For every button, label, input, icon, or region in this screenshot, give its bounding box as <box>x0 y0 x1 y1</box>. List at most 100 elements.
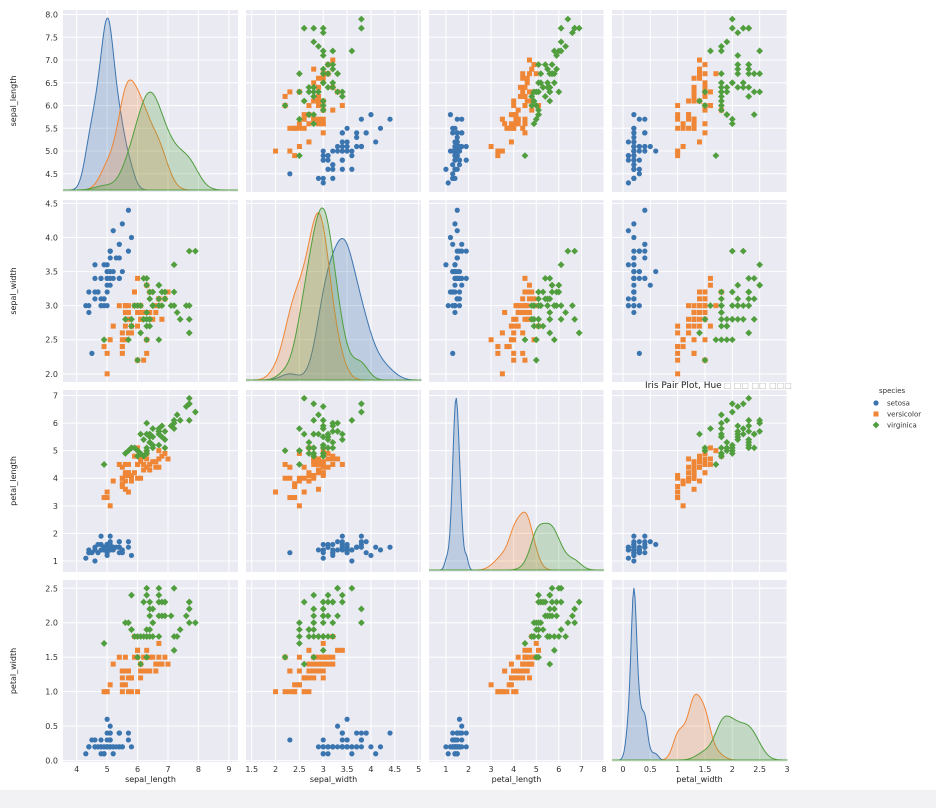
point-versicolor <box>680 144 686 149</box>
point-virginica <box>739 315 747 323</box>
point-virginica <box>734 70 742 78</box>
point-virginica <box>319 633 327 640</box>
point-versicolor <box>686 116 692 122</box>
point-versicolor <box>135 647 141 653</box>
point-virginica <box>131 444 138 452</box>
point-versicolor <box>686 303 692 309</box>
point-virginica <box>143 309 151 316</box>
point-virginica <box>319 403 327 410</box>
point-virginica <box>161 436 169 444</box>
point-versicolor <box>296 503 302 509</box>
panel-sepal_length-vs-sepal_length <box>63 10 238 192</box>
point-versicolor <box>675 112 681 118</box>
point-virginica <box>756 88 764 96</box>
point-versicolor <box>104 489 110 495</box>
point-virginica <box>717 288 725 296</box>
y-tick-label: 6.0 <box>45 102 58 111</box>
point-virginica <box>348 416 356 424</box>
point-virginica <box>541 295 549 303</box>
point-versicolor <box>320 668 326 674</box>
point-versicolor <box>702 470 708 476</box>
point-virginica <box>728 441 736 449</box>
point-virginica <box>550 336 558 344</box>
point-setosa <box>625 303 632 309</box>
point-setosa <box>631 234 637 241</box>
point-virginica <box>128 315 135 323</box>
point-virginica <box>324 598 332 606</box>
point-versicolor <box>128 689 134 695</box>
point-setosa <box>104 737 110 743</box>
point-setosa <box>116 275 122 281</box>
x-axis-label-petal_width: petal_width <box>676 775 722 784</box>
point-versicolor <box>138 456 144 462</box>
point-virginica <box>557 315 565 323</box>
point-virginica <box>532 88 540 96</box>
point-setosa <box>358 143 364 150</box>
point-virginica <box>149 619 157 627</box>
point-setosa <box>450 162 456 168</box>
point-virginica <box>149 441 157 449</box>
point-setosa <box>104 289 110 295</box>
point-virginica <box>571 619 579 627</box>
point-versicolor <box>301 489 307 495</box>
point-virginica <box>324 591 332 599</box>
point-virginica <box>324 61 332 68</box>
point-setosa <box>452 737 458 743</box>
point-setosa <box>636 157 642 163</box>
point-virginica <box>745 274 753 282</box>
point-setosa <box>354 134 360 140</box>
point-versicolor <box>119 668 125 674</box>
point-setosa <box>92 558 98 564</box>
point-versicolor <box>138 475 144 481</box>
point-setosa <box>320 157 326 163</box>
point-setosa <box>642 207 648 213</box>
point-virginica <box>158 433 166 441</box>
point-virginica <box>745 24 753 32</box>
point-virginica <box>555 88 563 96</box>
point-virginica <box>717 88 725 96</box>
point-setosa <box>452 744 458 750</box>
pair-plot: 4 5 6 7 8 9 sepal_length 1.5 2 2.5 3 3.5 4 4.5 5 sepal_… <box>9 10 921 784</box>
point-virginica <box>305 438 313 446</box>
point-virginica <box>348 584 356 592</box>
y-axis-label-sepal_width: sepal_width <box>9 267 18 314</box>
point-versicolor <box>697 289 702 295</box>
point-virginica <box>134 356 141 364</box>
point-virginica <box>717 102 725 109</box>
point-virginica <box>717 79 725 87</box>
point-virginica <box>562 633 570 640</box>
point-setosa <box>631 303 637 309</box>
point-versicolor <box>499 371 505 377</box>
panel-background <box>63 390 238 572</box>
point-versicolor <box>135 275 141 281</box>
point-virginica <box>537 598 545 606</box>
point-versicolor <box>311 675 317 681</box>
point-versicolor <box>296 475 302 481</box>
point-versicolor <box>156 654 162 660</box>
x-tick-label: 3.5 <box>341 765 354 774</box>
point-virginica <box>530 619 538 627</box>
point-setosa <box>89 737 95 743</box>
point-versicolor <box>686 456 692 462</box>
point-versicolor <box>691 303 697 309</box>
point-versicolor <box>320 464 326 470</box>
point-virginica <box>546 315 554 323</box>
point-virginica <box>191 619 199 627</box>
point-virginica <box>734 295 742 303</box>
point-versicolor <box>311 661 317 667</box>
point-virginica <box>717 433 725 441</box>
point-setosa <box>107 275 113 281</box>
point-setosa <box>104 716 110 722</box>
point-virginica <box>357 408 365 416</box>
legend-marker-virginica <box>872 421 880 429</box>
point-setosa <box>452 221 458 227</box>
point-setosa <box>625 180 632 186</box>
point-virginica <box>734 65 742 73</box>
point-versicolor <box>330 57 336 63</box>
point-versicolor <box>524 668 530 674</box>
point-virginica <box>528 302 536 310</box>
point-virginica <box>745 302 753 310</box>
point-versicolor <box>515 654 521 660</box>
point-versicolor <box>495 350 501 356</box>
point-virginica <box>745 70 753 78</box>
